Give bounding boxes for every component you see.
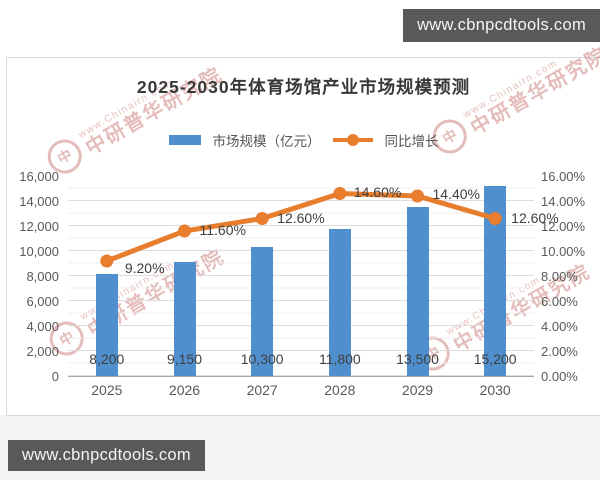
left-axis-tick: 2,000 <box>26 344 59 359</box>
growth-value-label: 12.60% <box>511 209 559 226</box>
growth-value-label: 9.20% <box>124 260 165 276</box>
legend-label-yoy-growth: 同比增长 <box>384 134 439 149</box>
left-axis-tick: 14,000 <box>19 194 59 209</box>
right-axis-tick: 6.00% <box>541 294 578 309</box>
chart-title: 2025-2030年体育场馆产业市场规模预测 <box>136 77 471 97</box>
bar-value-label: 11,800 <box>318 351 361 367</box>
bar-value-label: 10,300 <box>240 351 284 367</box>
site-watermark-badge-top-right: www.cbnpcdtools.com <box>403 9 600 42</box>
site-url-text: www.cbnpcdtools.com <box>22 446 191 464</box>
growth-point-marker <box>255 212 269 225</box>
left-axis-tick: 10,000 <box>19 244 59 259</box>
right-axis-tick: 10.00% <box>541 244 586 259</box>
bar-value-label: 8,200 <box>89 351 125 367</box>
left-axis-tick: 12,000 <box>19 219 59 234</box>
growth-point-marker <box>488 212 502 225</box>
growth-point-marker <box>411 189 424 203</box>
x-axis-label: 2030 <box>479 382 511 398</box>
right-axis-tick: 2.00% <box>541 344 578 359</box>
bar-value-label: 13,500 <box>396 351 439 367</box>
right-axis-tick: 4.00% <box>541 319 578 334</box>
left-axis-tick: 6,000 <box>26 294 59 309</box>
legend-line-swatch <box>332 134 373 146</box>
right-axis-tick: 8.00% <box>541 269 578 284</box>
bar-2025 <box>95 273 118 376</box>
x-axis-label: 2027 <box>246 382 278 398</box>
legend-line-marker <box>346 134 359 146</box>
legend-bar-swatch <box>168 135 201 145</box>
growth-value-label: 14.40% <box>432 186 480 202</box>
bar-value-label: 15,200 <box>473 351 517 367</box>
right-axis-tick: 0.00% <box>541 369 578 384</box>
plot-area: 8,200 2025 9,150 2026 10,300 2027 11,800 2028 13… <box>68 176 559 398</box>
growth-value-label: 14.60% <box>353 183 402 200</box>
chart-legend: 市场规模（亿元） 同比增长 <box>7 132 600 149</box>
left-axis-tick: 4,000 <box>26 319 59 334</box>
right-axis-tick: 14.00% <box>541 194 586 209</box>
bar-value-label: 9,150 <box>166 351 203 367</box>
bar-2027 <box>251 247 274 376</box>
left-axis-tick: 16,000 <box>19 169 59 184</box>
bar-2028 <box>328 228 351 376</box>
x-axis-label: 2025 <box>91 382 123 398</box>
legend-label-market-size: 市场规模（亿元） <box>212 134 321 149</box>
right-axis-tick: 12.00% <box>541 219 586 234</box>
growth-point-marker <box>333 187 347 200</box>
chart-card: 2025-2030年体育场馆产业市场规模预测 市场规模（亿元） 同比增长 16,… <box>6 57 600 416</box>
bar-2026 <box>173 261 196 376</box>
x-axis-label: 2029 <box>401 382 434 398</box>
bar-2029 <box>406 207 429 376</box>
x-axis-label: 2026 <box>168 382 201 398</box>
right-axis-tick: 16.00% <box>541 169 586 184</box>
right-axis: 16.00% 14.00% 12.00% 10.00% 8.00% 6.00% 4.00% 2… <box>541 169 599 384</box>
growth-value-label: 12.60% <box>277 209 325 226</box>
growth-value-label: 11.60% <box>199 222 246 238</box>
growth-line-path <box>105 190 496 264</box>
growth-point-marker <box>178 224 191 238</box>
bar-2030 <box>484 186 507 376</box>
left-axis-tick: 8,000 <box>26 269 59 284</box>
growth-point-marker <box>100 254 114 268</box>
site-url-text: www.cbnpcdtools.com <box>417 16 586 34</box>
left-axis-tick: 0 <box>51 369 59 384</box>
growth-line <box>100 187 502 268</box>
site-watermark-badge-bottom-left: www.cbnpcdtools.com <box>8 440 205 471</box>
left-axis: 16,000 14,000 12,000 10,000 8,000 6,000 4,000 2… <box>7 169 59 384</box>
x-axis-label: 2028 <box>324 382 356 398</box>
